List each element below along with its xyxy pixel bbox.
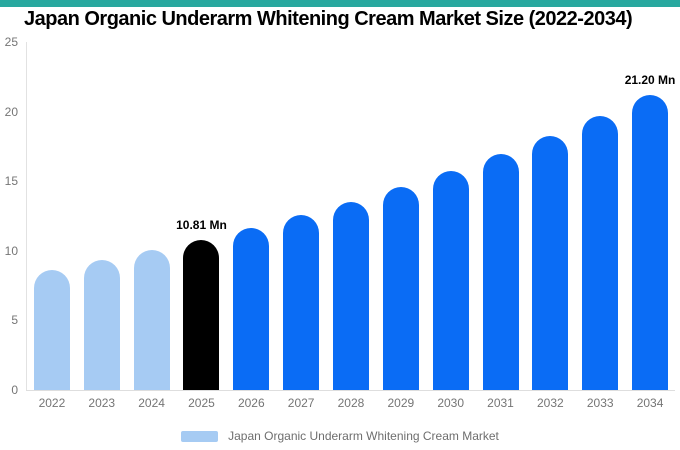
bar-group-2030 [426, 42, 476, 390]
x-tick-2034: 2034 [636, 396, 664, 410]
bar-2027[interactable] [283, 215, 320, 390]
bar-2022[interactable] [33, 269, 70, 390]
bar-group-2022 [27, 42, 77, 390]
y-tick-15: 15 [4, 174, 18, 189]
x-tick-2028: 2028 [337, 396, 365, 410]
bar-group-2023 [77, 42, 127, 390]
y-tick-25: 25 [4, 35, 18, 49]
x-tick-2025: 2025 [188, 396, 215, 410]
bar-group-2028 [326, 42, 376, 390]
bar-value-label-2025: 10.81 Mn [176, 217, 227, 232]
y-tick-0: 0 [11, 383, 18, 397]
bar-2023[interactable] [83, 260, 120, 390]
x-axis: 2022 2023 2024 2025 2026 2027 2028 2029 2030 2031… [27, 396, 675, 410]
bar-group-2034: 21.20 Mn [625, 42, 675, 390]
x-tick-2023: 2023 [88, 396, 116, 410]
bar-2031[interactable] [482, 154, 519, 390]
bar-group-2026 [226, 42, 276, 390]
bar-2034[interactable] [632, 94, 669, 390]
plot-area: 10.81 Mn 21.20 Mn [26, 42, 675, 391]
bar-group-2032 [525, 42, 575, 390]
bar-group-2025: 10.81 Mn [176, 42, 227, 390]
x-tick-2026: 2026 [237, 396, 265, 410]
y-axis-line [26, 42, 27, 390]
x-tick-2033: 2033 [586, 396, 614, 410]
bar-group-2029 [376, 42, 426, 390]
bar-2025[interactable] [183, 239, 220, 390]
legend-label: Japan Organic Underarm Whitening Cream M… [228, 429, 499, 443]
legend-item[interactable]: Japan Organic Underarm Whitening Cream M… [0, 427, 680, 445]
x-tick-2030: 2030 [437, 396, 465, 410]
bar-2032[interactable] [532, 136, 569, 390]
bar-2029[interactable] [382, 187, 419, 390]
bar-2026[interactable] [233, 227, 270, 390]
x-tick-2022: 2022 [38, 396, 66, 410]
x-axis-line [26, 390, 675, 391]
x-tick-2032: 2032 [537, 396, 564, 410]
bar-group-2031 [476, 42, 526, 390]
bar-2028[interactable] [332, 201, 369, 390]
y-tick-5: 5 [11, 313, 18, 328]
y-tick-20: 20 [4, 104, 18, 119]
bar-2033[interactable] [582, 116, 619, 390]
x-tick-2024: 2024 [138, 396, 165, 410]
bar-value-label-2034: 21.20 Mn [624, 72, 676, 87]
y-axis: 25 20 15 10 5 0 [0, 35, 22, 397]
bar-2024[interactable] [133, 250, 170, 390]
bar-group-2024 [127, 42, 177, 390]
bar-group-2027 [276, 42, 326, 390]
x-tick-2027: 2027 [287, 396, 315, 410]
x-tick-2029: 2029 [387, 396, 415, 410]
top-accent-bar [0, 0, 680, 7]
legend-swatch [181, 430, 219, 442]
bar-series: 10.81 Mn 21.20 Mn [27, 42, 675, 390]
bar-2030[interactable] [432, 171, 469, 390]
bar-group-2033 [575, 42, 625, 390]
y-tick-10: 10 [4, 243, 18, 258]
chart-title: Japan Organic Underarm Whitening Cream M… [24, 8, 633, 30]
x-tick-2031: 2031 [487, 396, 514, 410]
